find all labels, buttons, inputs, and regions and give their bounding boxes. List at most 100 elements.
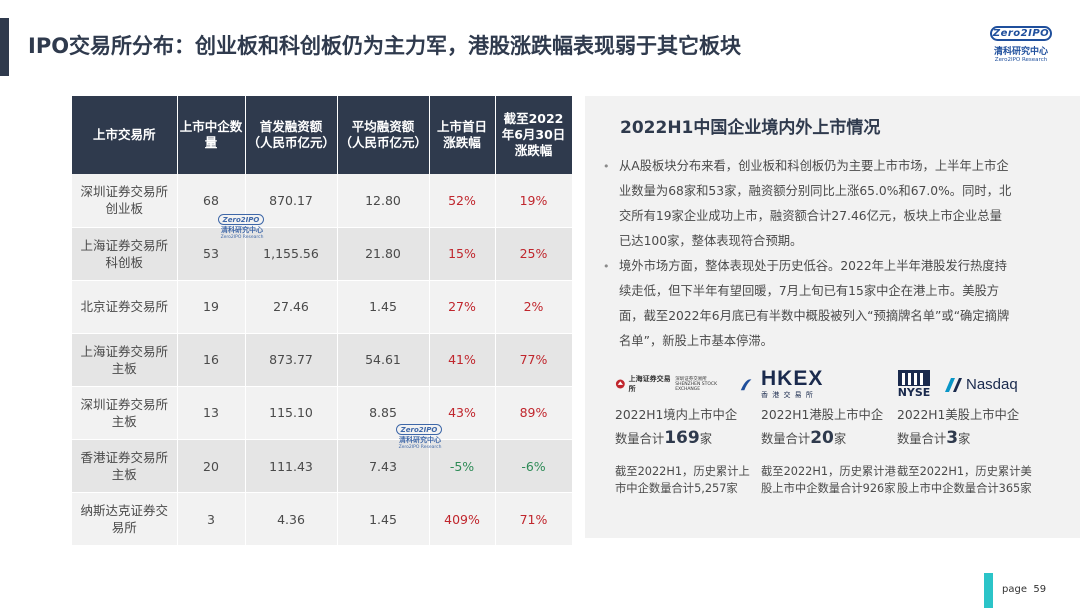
cell-to-date: 25% bbox=[495, 227, 573, 281]
page-title: IPO交易所分布：创业板和科创板仍为主力军，港股涨跌幅表现弱于其它板块 bbox=[28, 34, 742, 58]
hk-total: 数量合计20家 bbox=[761, 428, 847, 448]
table-header-row: 上市交易所 上市中企数量 首发融资额（人民币亿元） 平均融资额（人民币亿元） 上… bbox=[72, 96, 573, 174]
market-domestic: 上海证券交易所 深圳证券交易所 SHENZHEN STOCK EXCHANGE … bbox=[615, 364, 753, 497]
nyse-name: NYSE bbox=[897, 386, 931, 399]
watermark-cn: 清科研究中心 bbox=[221, 226, 263, 234]
cell-avg: 1.45 bbox=[337, 280, 430, 334]
nasdaq-logo: Nasdaq bbox=[943, 375, 1018, 393]
szse-emblem-icon bbox=[740, 379, 752, 391]
cell-first-day: 409% bbox=[429, 492, 496, 547]
cell-first-day: 15% bbox=[429, 227, 496, 281]
bullet-dot-icon: • bbox=[603, 260, 610, 273]
sse-emblem-icon bbox=[615, 379, 625, 389]
sse-name: 上海证券交易所 bbox=[628, 374, 671, 393]
logo-cn-text: 清科研究中心 bbox=[993, 47, 1048, 57]
cell-count: 20 bbox=[177, 439, 246, 494]
cell-avg: 12.80 bbox=[337, 174, 430, 228]
cell-raised: 111.43 bbox=[245, 439, 338, 494]
us-exchange-logos: NYSE Nasdaq bbox=[897, 364, 1035, 404]
bullet-text: 境外市场方面，整体表现处于历史低谷。2022年上半年港股发行热度持续走低，但下半… bbox=[619, 259, 1010, 348]
zero2ipo-logo: Zero2IPO 清科研究中心 Zero2IPO Research bbox=[990, 26, 1062, 66]
nyse-logo: NYSE bbox=[897, 369, 931, 399]
watermark-brand: Zero2IPO bbox=[218, 214, 264, 225]
cell-count: 13 bbox=[177, 386, 246, 440]
cell-to-date: 89% bbox=[495, 386, 573, 440]
table-row: 香港证券交易所主板 20 111.43 7.43 -5% -6% bbox=[72, 439, 573, 494]
cell-raised: 1,155.56 bbox=[245, 227, 338, 281]
domestic-note: 截至2022H1，历史累计上市中企数量合计5,257家 bbox=[615, 465, 750, 495]
domestic-total: 数量合计169家 bbox=[615, 428, 713, 448]
cell-raised: 27.46 bbox=[245, 280, 338, 334]
market-hk: HKEX 香 港 交 易 所 2022H1港股上市中企 数量合计20家 截至20… bbox=[761, 364, 899, 497]
bullet-item: • 从A股板块分布来看，创业板和科创板仍为主要上市市场，上半年上市企业数量为68… bbox=[603, 154, 1013, 254]
watermark-en: Zero2IPO Research bbox=[398, 445, 442, 450]
us-line1: 2022H1美股上市中企 bbox=[897, 408, 1020, 422]
table-row: 深圳证券交易所主板 13 115.10 8.85 43% 89% bbox=[72, 386, 573, 440]
watermark-brand: Zero2IPO bbox=[396, 424, 442, 435]
nyse-building-icon bbox=[898, 370, 930, 386]
hkex-name: HKEX bbox=[761, 367, 824, 390]
szse-name: 深圳证券交易所 SHENZHEN STOCK EXCHANGE bbox=[675, 376, 718, 392]
cell-count: 3 bbox=[177, 492, 246, 547]
col-header-exchange: 上市交易所 bbox=[72, 96, 178, 174]
cell-exchange: 香港证券交易所主板 bbox=[72, 439, 178, 494]
cell-count: 53 bbox=[177, 227, 246, 281]
table-row: 深圳证券交易所创业板 68 870.17 12.80 52% 19% bbox=[72, 174, 573, 228]
cell-exchange: 上海证券交易所科创板 bbox=[72, 227, 178, 281]
nasdaq-name: Nasdaq bbox=[966, 375, 1018, 393]
summary-panel: 2022H1中国企业境内外上市情况 • 从A股板块分布来看，创业板和科创板仍为主… bbox=[585, 96, 1080, 538]
cell-first-day: 41% bbox=[429, 333, 496, 387]
cell-first-day: -5% bbox=[429, 439, 496, 494]
market-summary: 上海证券交易所 深圳证券交易所 SHENZHEN STOCK EXCHANGE … bbox=[585, 364, 1080, 534]
watermark-cn: 清科研究中心 bbox=[399, 436, 441, 444]
panel-title: 2022H1中国企业境内外上市情况 bbox=[620, 118, 881, 138]
table-row: 纳斯达克证券交易所 3 4.36 1.45 409% 71% bbox=[72, 492, 573, 547]
cell-avg: 7.43 bbox=[337, 439, 430, 494]
cell-raised: 115.10 bbox=[245, 386, 338, 440]
cell-avg: 54.61 bbox=[337, 333, 430, 387]
domestic-line1: 2022H1境内上市中企 bbox=[615, 408, 738, 422]
cell-raised: 4.36 bbox=[245, 492, 338, 547]
bullet-dot-icon: • bbox=[603, 160, 610, 173]
cell-first-day: 43% bbox=[429, 386, 496, 440]
col-header-avg: 平均融资额（人民币亿元） bbox=[337, 96, 430, 174]
cell-avg: 8.85 bbox=[337, 386, 430, 440]
bullet-list: • 从A股板块分布来看，创业板和科创板仍为主要上市市场，上半年上市企业数量为68… bbox=[603, 154, 1013, 354]
us-total: 数量合计3家 bbox=[897, 428, 971, 448]
cell-to-date: 77% bbox=[495, 333, 573, 387]
cell-exchange: 深圳证券交易所创业板 bbox=[72, 174, 178, 228]
bullet-item: • 境外市场方面，整体表现处于历史低谷。2022年上半年港股发行热度持续走低，但… bbox=[603, 254, 1013, 354]
logo-en-text: Zero2IPO Research bbox=[994, 57, 1048, 63]
hk-note: 截至2022H1，历史累计港股上市中企数量合计926家 bbox=[761, 465, 896, 495]
cell-count: 68 bbox=[177, 174, 246, 228]
hkex-cn-name: 香 港 交 易 所 bbox=[761, 391, 814, 399]
cell-to-date: 19% bbox=[495, 174, 573, 228]
domestic-count: 169 bbox=[664, 428, 700, 448]
cell-first-day: 52% bbox=[429, 174, 496, 228]
col-header-count: 上市中企数量 bbox=[177, 96, 246, 174]
cell-to-date: 71% bbox=[495, 492, 573, 547]
page-number: page 59 bbox=[1002, 584, 1047, 595]
domestic-exchange-logos: 上海证券交易所 深圳证券交易所 SHENZHEN STOCK EXCHANGE bbox=[615, 364, 753, 404]
hk-line1: 2022H1港股上市中企 bbox=[761, 408, 884, 422]
us-count: 3 bbox=[946, 428, 959, 448]
cell-to-date: -6% bbox=[495, 439, 573, 494]
hkex-logo: HKEX 香 港 交 易 所 bbox=[761, 364, 899, 404]
cell-raised: 873.77 bbox=[245, 333, 338, 387]
watermark-logo: Zero2IPO 清科研究中心 Zero2IPO Research bbox=[218, 214, 274, 240]
cell-count: 19 bbox=[177, 280, 246, 334]
page-accent-tab bbox=[984, 573, 993, 608]
col-header-raised: 首发融资额（人民币亿元） bbox=[245, 96, 338, 174]
col-header-to-date: 截至2022年6月30日涨跌幅 bbox=[495, 96, 573, 174]
bullet-text: 从A股板块分布来看，创业板和科创板仍为主要上市市场，上半年上市企业数量为68家和… bbox=[619, 159, 1012, 248]
cell-exchange: 纳斯达克证券交易所 bbox=[72, 492, 178, 547]
hk-count: 20 bbox=[810, 428, 834, 448]
market-us: NYSE Nasdaq 2022H1美股上市中企 数量合计3家 截至2022H1… bbox=[897, 364, 1035, 497]
cell-to-date: 2% bbox=[495, 280, 573, 334]
cell-avg: 21.80 bbox=[337, 227, 430, 281]
cell-exchange: 北京证券交易所 bbox=[72, 280, 178, 334]
cell-avg: 1.45 bbox=[337, 492, 430, 547]
table-row: 北京证券交易所 19 27.46 1.45 27% 2% bbox=[72, 280, 573, 334]
nasdaq-chevron-icon bbox=[945, 378, 962, 392]
us-note: 截至2022H1，历史累计美股上市中企数量合计365家 bbox=[897, 465, 1032, 495]
